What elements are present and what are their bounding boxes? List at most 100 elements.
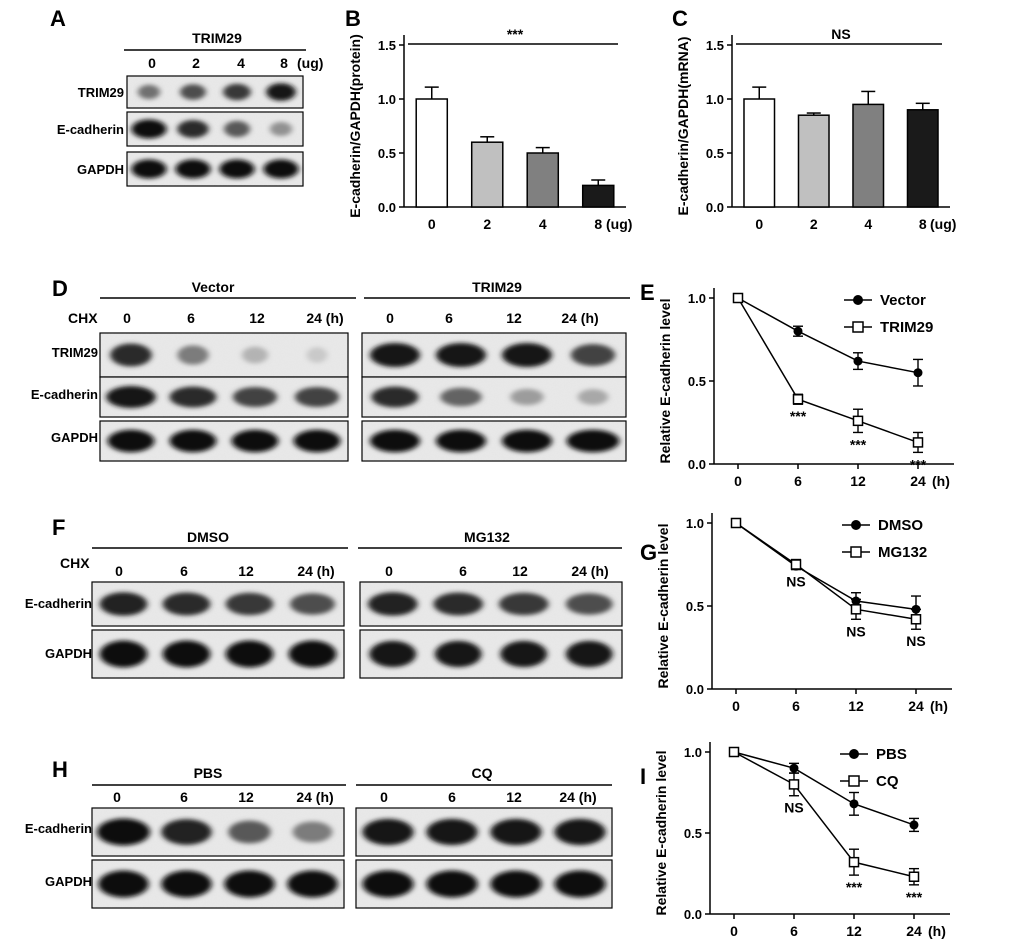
x-tick-label: 8 (594, 216, 602, 232)
series-line (733, 751, 915, 878)
blot-f-gapdh-mg132 (359, 629, 623, 679)
blot-band (554, 870, 606, 898)
chart-i: 0.0 0.5 1.0 Relative E-cadherin level 0 6 12 24… (653, 742, 950, 939)
panel-h-time-l3: 24 (h) (296, 789, 333, 805)
blot-band (225, 592, 274, 616)
series-line (733, 751, 915, 826)
panel-d-time-r1: 6 (445, 310, 453, 326)
x-tick-label: 24 (908, 698, 924, 714)
blot-band (362, 818, 414, 846)
x-tick-label: 12 (848, 698, 864, 714)
blot-d-trim29-trim (361, 332, 627, 378)
x-tick-label: 0 (428, 216, 436, 232)
x-tick-label: 12 (846, 923, 862, 939)
blot-band (498, 592, 549, 616)
blot-band (500, 640, 548, 668)
annotation-label: NS (846, 623, 865, 639)
blot-h-gapdh-pbs (91, 859, 345, 909)
bar (470, 141, 504, 208)
blot-band (175, 159, 211, 179)
x-tick-label: 0 (730, 923, 738, 939)
legend-marker-square (852, 321, 864, 333)
panel-d-cond-left: Vector (192, 279, 235, 295)
y-axis-label: E-cadherin/GAPDH(mRNA) (675, 37, 691, 216)
blot-band (367, 592, 418, 616)
panel-a-dose-2: 4 (237, 55, 245, 71)
blot-band (99, 640, 148, 668)
panel-f-time-r2: 12 (512, 563, 528, 579)
blot-band (97, 818, 150, 846)
panel-h-header: PBS CQ 0 6 12 24 (h) 0 6 12 24 (h) (92, 765, 612, 805)
blot-band (502, 429, 552, 453)
annotation-label: NS (786, 573, 805, 589)
chart-b: 0.0 0.5 1.0 1.5 E-cadherin/GAPDH(protein) 0 2 4… (347, 26, 632, 232)
blot-band (502, 342, 552, 368)
y-axis-label: Relative E-cadherin level (655, 524, 671, 689)
blot-band (369, 640, 417, 668)
blot-band (370, 429, 420, 453)
blot-band (161, 819, 212, 845)
data-point-square (792, 394, 804, 405)
panel-a-row-gapdh: GAPDH (77, 162, 124, 177)
blot-band (98, 870, 149, 898)
panel-label-d: D (52, 276, 68, 301)
x-tick-label: 8 (919, 216, 927, 232)
panel-d-chx: CHX (68, 310, 98, 326)
blot-band (241, 346, 269, 364)
x-tick-label: 0 (755, 216, 763, 232)
y-tick-label: 1.0 (378, 92, 396, 107)
series-line (735, 522, 917, 621)
blot-a-ecadherin (126, 111, 304, 147)
data-point-square (852, 415, 864, 427)
panel-d-row-gapdh: GAPDH (51, 430, 98, 445)
x-tick-label: 24 (910, 473, 926, 489)
x-tick-label: 24 (906, 923, 922, 939)
legend-marker-square (848, 775, 860, 787)
panel-a-blots (126, 75, 304, 187)
panel-f-blots (91, 581, 623, 679)
legend-label: Vector (880, 292, 926, 309)
blot-band (362, 870, 414, 898)
data-point-circle (789, 763, 799, 773)
panel-d-row-labels: TRIM29 E-cadherin GAPDH (31, 345, 98, 445)
panel-a-row-labels: TRIM29 E-cadherin GAPDH (57, 85, 124, 177)
panel-f-row-labels: E-cadherin GAPDH (25, 596, 92, 661)
legend-label: CQ (876, 773, 899, 790)
series-line (735, 522, 917, 611)
x-unit-label: (ug) (930, 216, 956, 232)
panel-label-a: A (50, 6, 66, 31)
panel-d-header: Vector TRIM29 CHX 0 6 12 24 (h) 0 6 12 2… (68, 279, 630, 326)
panel-h-time-l2: 12 (238, 789, 254, 805)
blot-band (434, 640, 482, 668)
blot-band (177, 120, 209, 138)
x-unit-label: (h) (928, 923, 946, 939)
panel-h-time-r2: 12 (506, 789, 522, 805)
blot-band (294, 387, 340, 407)
y-tick-label: 0.0 (378, 200, 396, 215)
panel-f-row-ecadherin: E-cadherin (25, 596, 92, 611)
blot-band (288, 640, 337, 668)
blot-d-trim29-vector (99, 332, 349, 378)
legend-marker-square (850, 546, 862, 558)
bar (415, 98, 449, 208)
panel-d-cond-right: TRIM29 (472, 279, 522, 295)
y-tick-label: 1.0 (686, 516, 704, 531)
panel-h-time-l0: 0 (113, 789, 121, 805)
blot-d-ecad-trim (361, 376, 627, 418)
blot-band (131, 159, 167, 179)
data-point-square (790, 559, 802, 570)
panel-f-time-l2: 12 (238, 563, 254, 579)
x-unit-label: (h) (932, 473, 950, 489)
chart-c: 0.0 0.5 1.0 1.5 E-cadherin/GAPDH(mRNA) 0 2 4 8 (u… (675, 26, 956, 232)
blot-band (370, 342, 420, 368)
bar (852, 103, 885, 208)
x-tick-label: 12 (850, 473, 866, 489)
blot-band (228, 820, 271, 844)
panel-a-dose-0: 0 (148, 55, 156, 71)
x-tick-label: 0 (732, 698, 740, 714)
bar (581, 184, 615, 208)
panel-label-i: I (640, 764, 646, 789)
blot-band (180, 84, 206, 100)
blot-f-ecad-dmso (91, 581, 345, 627)
blot-f-gapdh-dmso (91, 629, 345, 679)
